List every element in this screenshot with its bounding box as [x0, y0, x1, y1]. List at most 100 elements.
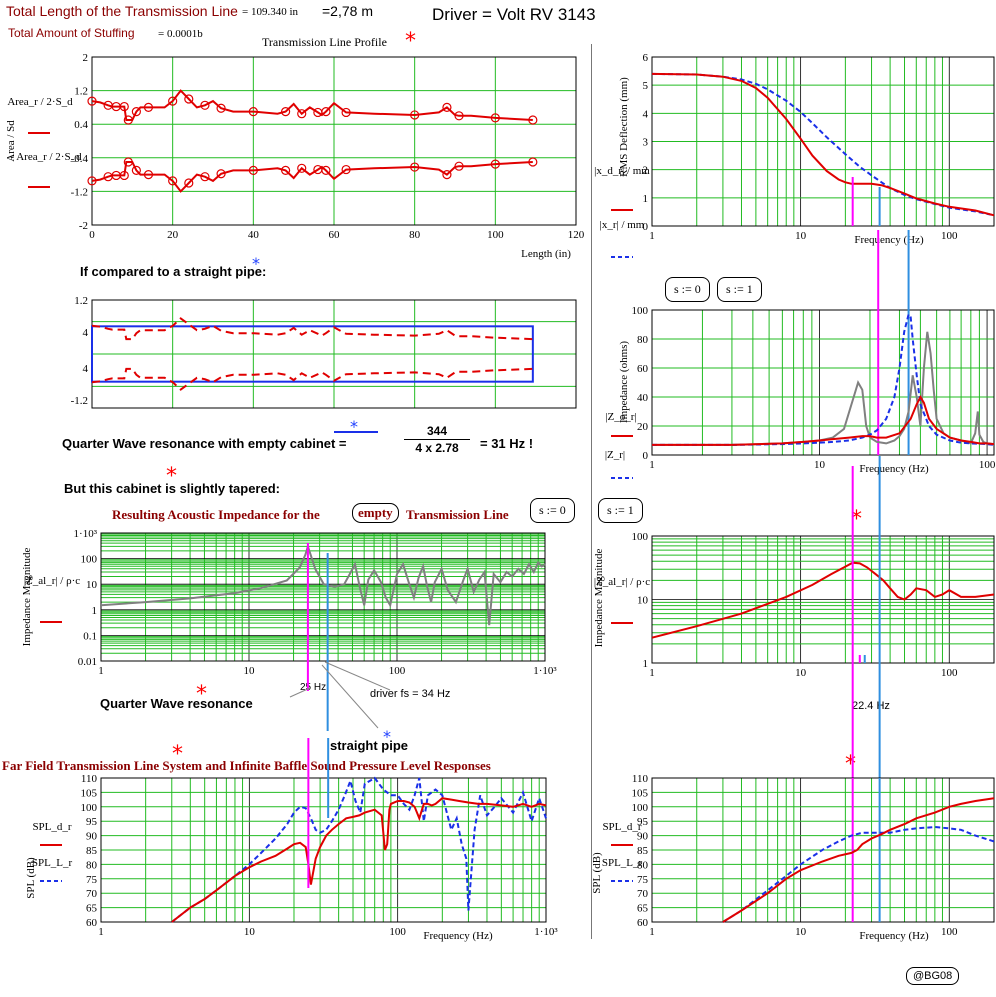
profile-point-marker [131, 106, 141, 117]
impedance-xtick-label: 10 [814, 459, 826, 471]
farfield-tapered-ytick-label: 95 [637, 816, 649, 828]
profile-point-marker [184, 178, 194, 188]
profile-point-marker [168, 96, 178, 106]
impedance-xtick-label: 1 [649, 459, 655, 471]
rms-xtick-label: 10 [795, 230, 807, 242]
farfield-ytick-label: 65 [86, 903, 98, 915]
qw-resonance-star-icon: * [196, 682, 207, 707]
profile-point-marker [281, 165, 291, 175]
profile-frame [91, 56, 577, 226]
profile-point-marker [248, 165, 258, 175]
rms-ytick-label: 2 [643, 165, 649, 177]
profile-star-icon: * [405, 29, 416, 54]
acoustic-tapered-xtick-label: 1 [649, 667, 655, 679]
profile-point-marker [200, 172, 210, 182]
profile-point-marker [248, 106, 258, 117]
acoustic-ytick-label: 10 [86, 579, 98, 591]
farfield-ytick-label: 95 [86, 816, 98, 828]
impedance-xtick-label: 100 [979, 459, 996, 471]
rms-ytick-label: 5 [643, 80, 649, 92]
farfield-ylabel: SPL (dB) [25, 857, 37, 899]
straight-ytick-label: -1.2 [71, 395, 88, 407]
acoustic-tapered-ytick-label: 10 [637, 595, 649, 607]
farfield-tapered-legend-2: SPL_L_r [602, 857, 643, 869]
acoustic-ytick-label: 0.01 [78, 656, 97, 668]
s1-toggle-right[interactable]: s := 1 [717, 277, 762, 302]
profile-point-marker [216, 169, 226, 179]
profile-ytick-label: -2 [79, 220, 88, 232]
farfield-frame [100, 777, 547, 923]
farfield-ytick-label: 90 [86, 831, 98, 843]
profile-point-marker [200, 100, 210, 110]
rms-ylabel: RMS Deflection (mm) [618, 77, 630, 177]
profile-legend-2: - Area_r / 2·S_d [10, 151, 82, 163]
profile-point-marker [131, 165, 141, 175]
farfield-ytick-label: 105 [81, 787, 98, 799]
profile-point-marker [442, 102, 452, 113]
total-length-label: Total Length of the Transmission Line [6, 3, 238, 19]
profile-xlabel: Length (in) [521, 248, 571, 260]
s1-toggle-lower[interactable]: s := 1 [598, 498, 643, 523]
farfield-tapered-ytick-label: 60 [637, 917, 649, 929]
acoustic-title-a: Resulting Acoustic Impedance for the [112, 507, 320, 522]
rms-ytick-label: 1 [643, 193, 649, 205]
profile-xtick-label: 120 [568, 229, 585, 241]
rms-ytick-label: 6 [643, 52, 649, 64]
profile-xtick-label: 20 [167, 229, 179, 241]
acoustic-tapered-grid [651, 536, 995, 664]
profile-point-marker [528, 157, 538, 167]
qw-underline [334, 431, 378, 433]
farfield-tapered-ytick-label: 105 [632, 787, 649, 799]
profile-point-marker [123, 157, 133, 167]
straight-ytick-label: 1.2 [74, 295, 88, 307]
impedance-legend-1: |Z_o_r| [605, 411, 636, 423]
rms-ytick-label: 4 [643, 108, 649, 120]
s0-toggle-left[interactable]: s := 0 [530, 498, 575, 523]
farfield-tapered-ytick-label: 70 [637, 888, 649, 900]
driver-title: Driver = Volt RV 3143 [432, 5, 596, 24]
farfield-tapered-ytick-label: 65 [637, 903, 649, 915]
s0-toggle-right[interactable]: s := 0 [665, 277, 710, 302]
farfield-tapered-ytick-label: 100 [632, 802, 649, 814]
acoustic-ytick-label: 1 [92, 605, 98, 617]
profile-point-marker [119, 170, 129, 181]
profile-point-marker [341, 164, 351, 175]
acoustic-xtick-label: 100 [389, 665, 406, 677]
profile-xtick-label: 40 [248, 229, 260, 241]
acoustic-xtick-label: 10 [244, 665, 256, 677]
profile-point-marker [281, 106, 291, 117]
compare-star-icon: * [252, 254, 260, 273]
acoustic-ytick-label: 1·10³ [74, 528, 98, 540]
leader-straight [321, 664, 379, 729]
acoustic-title-empty: empty [352, 503, 399, 523]
profile-mirror-series-mirror [91, 161, 533, 193]
straight-ytick-label: 4 [83, 363, 89, 375]
farfield-ytick-label: 100 [81, 802, 98, 814]
rms-xtick-label: 100 [941, 230, 958, 242]
acoustic-frame [100, 532, 546, 662]
acoustic-series--z-al-r-c [100, 543, 546, 626]
qw-fraction: 344 4 x 2.78 [404, 424, 470, 455]
profile-ytick-label: 0.4 [74, 119, 88, 131]
farfield-legend-2: SPL_L_r [32, 857, 73, 869]
acoustic-xtick-label: 1 [98, 665, 104, 677]
acoustic-grid [100, 533, 545, 662]
straight-profile-upper [91, 317, 533, 341]
farfield-xtick-label: 100 [389, 926, 406, 938]
profile-point-marker [143, 102, 154, 113]
acoustic-ylabel: Impedance Magnitude [21, 548, 33, 647]
farfield-tapered-xtick-label: 10 [795, 926, 807, 938]
profile-point-marker [184, 94, 194, 104]
profile-legend-1: Area_r / 2·S_d [7, 96, 73, 108]
farfield-tapered-ylabel: SPL (dB) [591, 852, 603, 894]
impedance-xlabel: Frequency (Hz) [859, 463, 929, 475]
profile-point-marker [297, 109, 307, 119]
impedance-ytick-label: 40 [637, 392, 649, 404]
rms-ytick-label: 3 [643, 137, 649, 149]
total-length-value-in: = 109.340 in [242, 6, 299, 18]
credit-badge: @BG08 [906, 967, 960, 985]
column-divider [591, 44, 592, 939]
profile-point-marker [87, 96, 97, 106]
profile-point-marker [490, 113, 500, 123]
